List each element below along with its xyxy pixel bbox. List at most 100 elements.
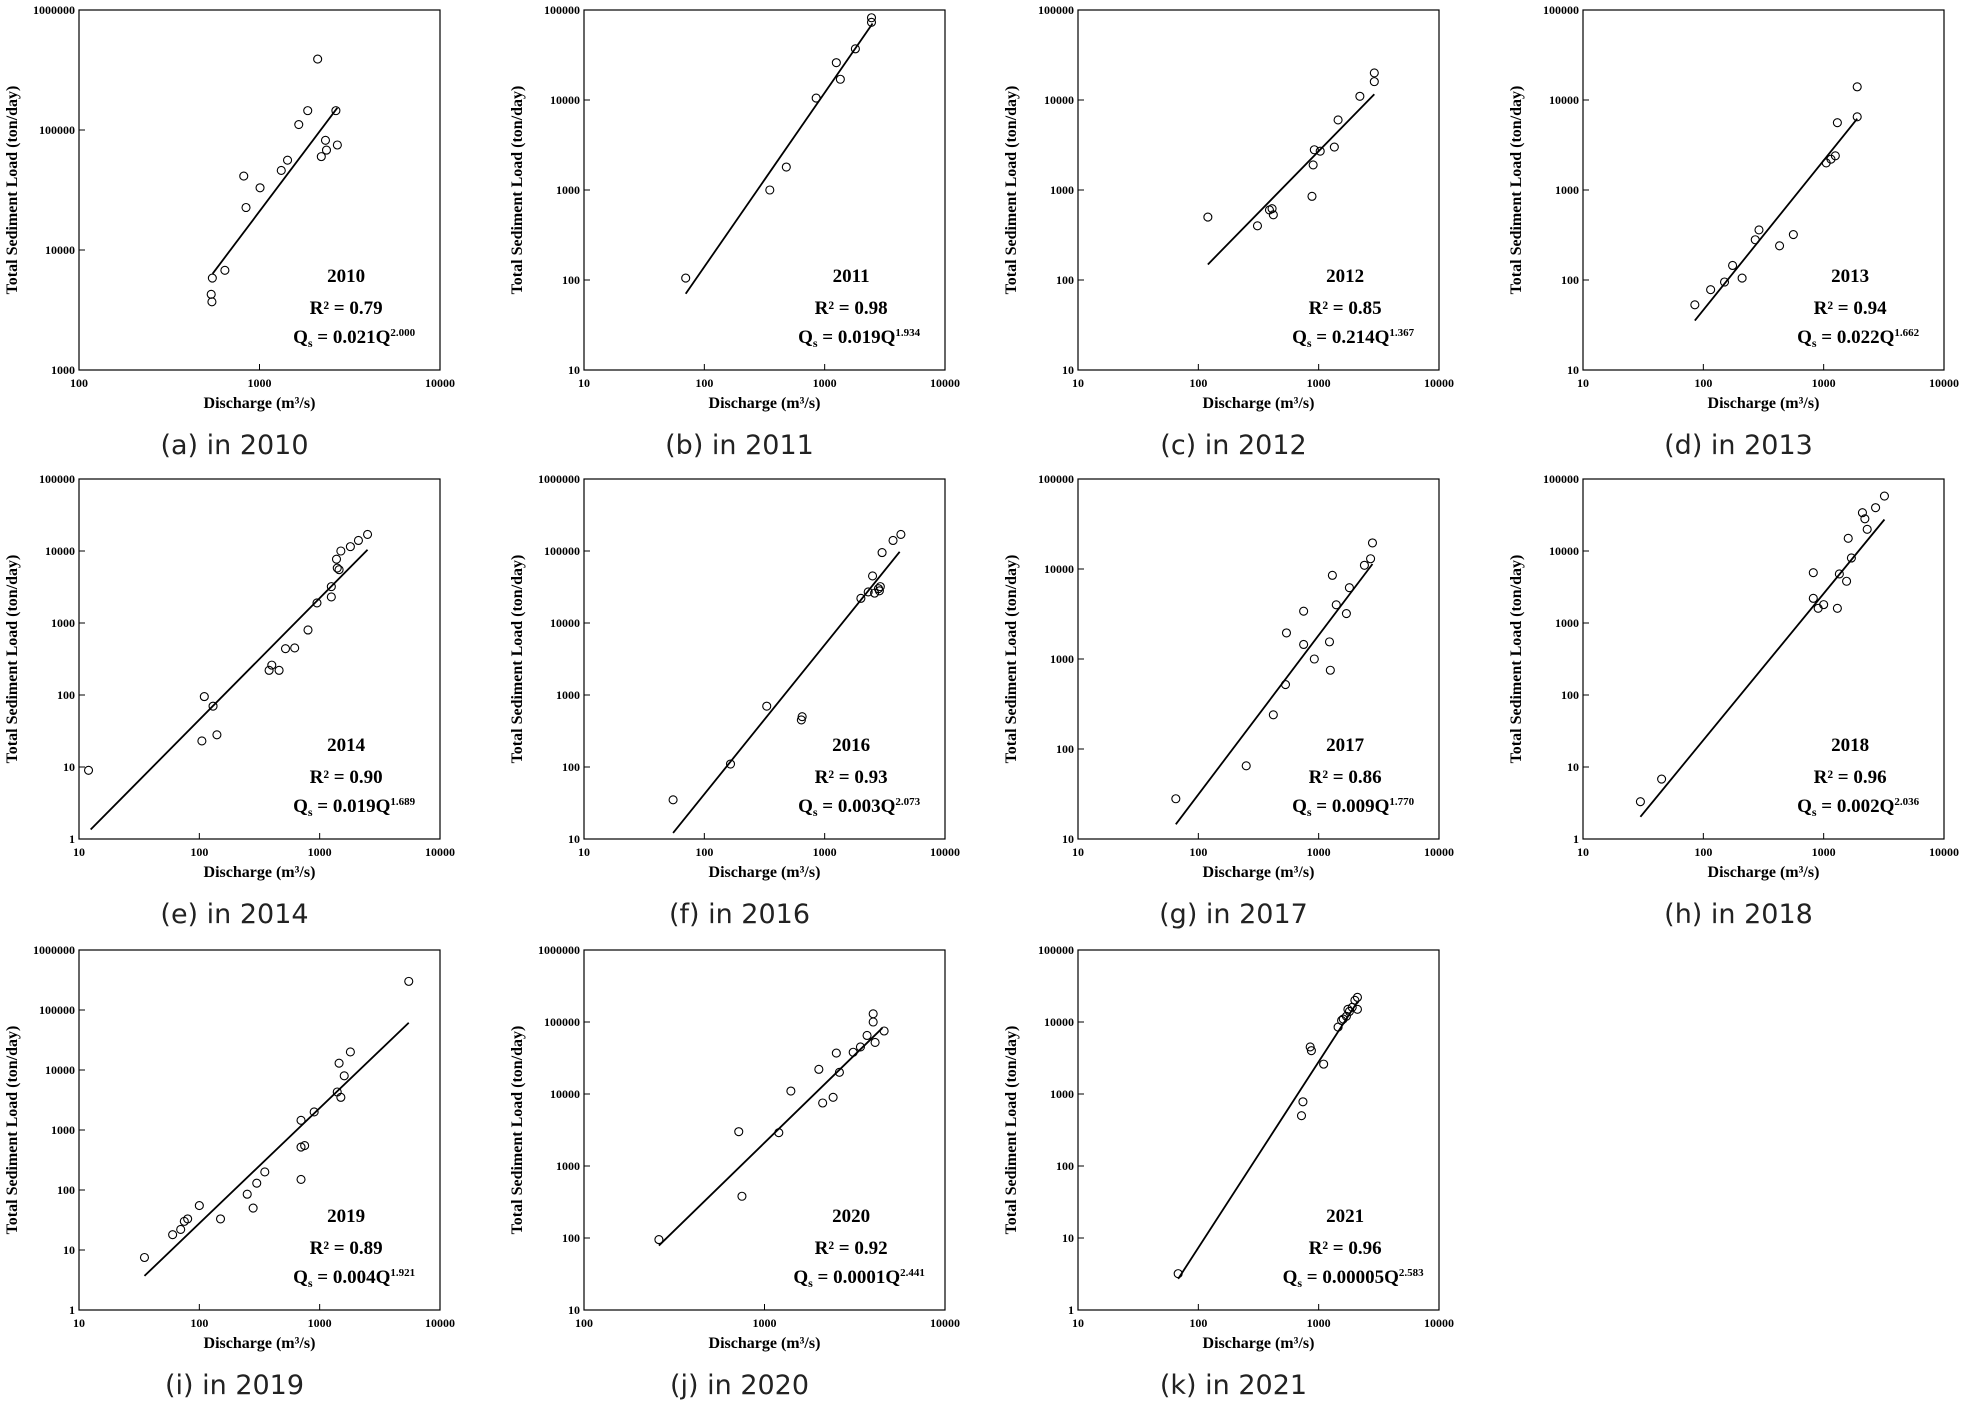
x-tick-label: 10000 <box>425 376 455 390</box>
data-point <box>290 643 300 653</box>
data-point <box>300 1141 310 1151</box>
data-point <box>296 1174 306 1184</box>
y-tick-label: 100 <box>562 760 580 774</box>
y-tick-label: 1000 <box>1050 652 1074 666</box>
plot-frame <box>583 9 946 371</box>
data-point <box>796 715 806 725</box>
year-label: 2020 <box>832 1206 870 1227</box>
y-tick-label: 10 <box>568 363 580 377</box>
data-point <box>835 74 845 84</box>
data-point <box>1306 1046 1316 1056</box>
data-point <box>797 712 807 722</box>
equation-sub: s <box>1307 805 1312 819</box>
y-tick-label: 1000000 <box>33 3 75 17</box>
equation-text: = 0.022Q <box>1817 327 1895 348</box>
data-point <box>1329 142 1339 152</box>
data-point <box>786 1086 796 1096</box>
data-point <box>345 542 355 552</box>
data-point <box>1296 1111 1307 1121</box>
panel: 10 100 1000 10000 100000 10 100 1000 10000 Discha… <box>1508 3 1959 461</box>
data-point <box>1171 794 1181 804</box>
caption: (h) in 2018 <box>1664 899 1813 930</box>
data-point <box>313 54 323 64</box>
y-tick-label: 1 <box>69 832 75 846</box>
data-point <box>1871 503 1881 513</box>
r2-label: R² = 0.94 <box>1814 298 1887 319</box>
y-tick-label: 1000000 <box>538 943 580 957</box>
x-tick-label: 10 <box>1577 376 1589 390</box>
y-axis-label: Total Sediment Load (ton/day) <box>509 86 526 295</box>
y-axis-label: Total Sediment Load (ton/day) <box>4 555 21 764</box>
data-point <box>1706 285 1716 295</box>
x-axis-label: Discharge (m³/s) <box>204 395 316 412</box>
equation-text: = 0.019Q <box>313 796 391 817</box>
data-point <box>1808 593 1818 603</box>
caption: (f) in 2016 <box>669 899 810 930</box>
data-point <box>1860 514 1870 524</box>
equation-exp: 2.441 <box>900 1267 925 1279</box>
equation-lhs: Q <box>293 1267 308 1288</box>
y-tick-label: 10000 <box>45 243 75 257</box>
y-tick-label: 10 <box>63 1243 75 1257</box>
data-point <box>1852 112 1862 122</box>
year-label: 2019 <box>327 1206 365 1227</box>
x-tick-label: 1000 <box>1812 376 1836 390</box>
data-point <box>734 1127 744 1137</box>
equation: Qs = 0.009Q1.770 <box>1292 796 1415 819</box>
x-tick-label: 10000 <box>425 1316 455 1330</box>
equation: Qs = 0.004Q1.921 <box>293 1267 415 1290</box>
data-point <box>252 1178 262 1188</box>
data-point <box>1343 1004 1353 1014</box>
x-tick-label: 10000 <box>1929 845 1959 859</box>
x-tick-label: 100 <box>695 845 713 859</box>
x-axis-label: Discharge (m³/s) <box>1708 395 1820 412</box>
x-tick-label: 10 <box>1072 845 1084 859</box>
data-point <box>274 665 284 675</box>
data-point <box>336 546 346 556</box>
data-point <box>183 1214 193 1224</box>
equation-text: = 0.019Q <box>818 327 896 348</box>
x-tick-label: 100 <box>1694 845 1712 859</box>
data-point <box>848 1047 858 1057</box>
equation-lhs: Q <box>1797 327 1812 348</box>
y-tick-label: 1000 <box>1555 183 1579 197</box>
x-axis-label: Discharge (m³/s) <box>204 864 316 881</box>
fit-line <box>1207 93 1375 266</box>
data-point <box>866 17 877 27</box>
y-tick-label: 10 <box>568 832 580 846</box>
caption: (k) in 2021 <box>1160 1370 1307 1401</box>
y-tick-label: 1000000 <box>33 943 75 957</box>
year-label: 2013 <box>1831 266 1869 287</box>
plot-frame <box>1077 949 1440 1311</box>
y-tick-label: 100 <box>562 1231 580 1245</box>
data-point <box>1657 774 1667 784</box>
data-point <box>814 1064 824 1074</box>
data-point <box>877 548 887 558</box>
data-point <box>1241 761 1251 771</box>
data-point <box>207 297 217 307</box>
x-tick-label: 10 <box>1072 376 1084 390</box>
x-tick-label: 1000 <box>1307 1316 1331 1330</box>
data-point <box>874 586 884 596</box>
data-point <box>896 529 906 539</box>
r2-label: R² = 0.98 <box>815 298 888 319</box>
y-tick-label: 10000 <box>45 1063 75 1077</box>
panel: 10 100 1000 10000 100000 10 100 1000 10000 Discha… <box>509 3 960 461</box>
equation-exp: 2.000 <box>390 327 415 339</box>
data-point <box>1857 508 1867 518</box>
data-point <box>1842 576 1852 586</box>
data-point <box>1352 1004 1362 1014</box>
data-point <box>331 554 342 564</box>
data-point <box>1331 600 1341 610</box>
y-tick-label: 1000 <box>51 363 75 377</box>
y-tick-label: 100 <box>1056 1159 1074 1173</box>
data-point <box>332 563 342 573</box>
x-tick-label: 100 <box>1694 376 1712 390</box>
year-label: 2018 <box>1831 735 1869 756</box>
data-point <box>1843 533 1853 543</box>
data-point <box>818 1098 828 1108</box>
data-point <box>1832 603 1842 613</box>
data-point <box>1268 210 1278 220</box>
